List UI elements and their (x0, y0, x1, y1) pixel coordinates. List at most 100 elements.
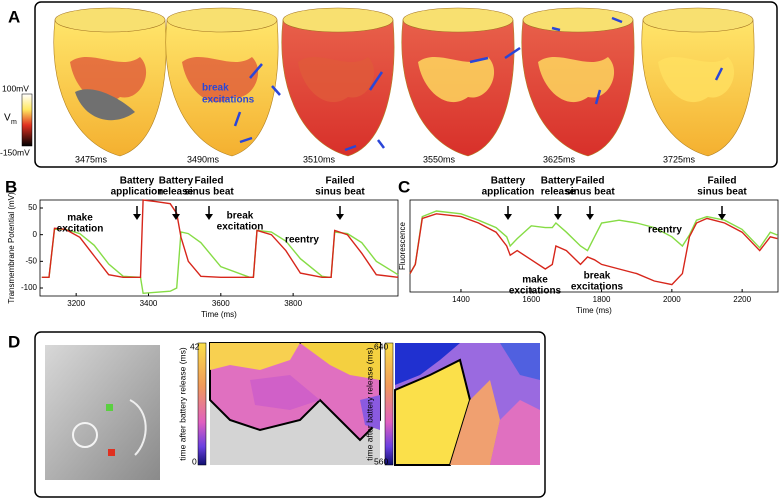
heart-pattern (418, 57, 495, 103)
plot-frame (409, 199, 779, 293)
heart-top (402, 7, 514, 33)
map-region (490, 400, 540, 465)
arrow-head (205, 214, 213, 220)
heart-top (522, 7, 634, 33)
colorbar-label: time after battery release (ms) (364, 347, 374, 461)
x-tick-label: 3200 (67, 299, 85, 308)
arrow-head (718, 214, 726, 220)
x-tick-label: 3800 (284, 299, 302, 308)
annotation: Failed (576, 176, 605, 187)
y-tick-label: 50 (28, 203, 37, 212)
vessel (129, 399, 147, 456)
series-line (41, 199, 399, 278)
x-axis-label: Time (ms) (576, 306, 612, 315)
plot-frame (39, 199, 399, 297)
panel-label: A (8, 7, 20, 26)
annotation: Failed (326, 176, 355, 187)
colorbar-min: -150mV (0, 147, 30, 157)
annotation: Battery (491, 176, 526, 187)
time-label: 3550ms (423, 154, 456, 164)
arrow-head (172, 214, 180, 220)
annotation: excitation (217, 222, 264, 233)
colorbar-label: time after battery release (ms) (177, 347, 187, 461)
map-region (300, 343, 380, 380)
y-axis-label: Fluorescence (398, 221, 407, 270)
heart-pattern (75, 89, 135, 121)
x-tick-label: 1600 (522, 295, 540, 304)
annotation: excitations (202, 95, 255, 106)
arrow-head (336, 214, 344, 220)
map-region (500, 343, 540, 380)
annotation: make (67, 213, 93, 224)
heart-pattern (658, 57, 735, 103)
annotation: make (522, 275, 548, 286)
annotation: sinus beat (565, 187, 615, 198)
heart (521, 7, 635, 157)
x-tick-label: 1400 (452, 295, 470, 304)
y-axis-label: Transmembrane Potential (mV) (7, 192, 16, 304)
annotation: excitations (509, 286, 562, 297)
annotation: break (202, 83, 229, 94)
time-label: 3475ms (75, 154, 108, 164)
arrow-head (586, 214, 594, 220)
arrows (233, 16, 724, 152)
annotation: excitation (57, 224, 104, 235)
heart-top (642, 7, 754, 33)
heart-pattern (182, 57, 259, 103)
heart (165, 7, 279, 157)
annotation: Battery (541, 176, 576, 187)
heart (401, 7, 515, 157)
panel-frame (34, 1, 778, 168)
panel-label: C (398, 177, 410, 196)
annotation: Failed (195, 176, 224, 187)
heart-top (166, 7, 278, 33)
time-label: 3510ms (303, 154, 336, 164)
y-tick-label: -50 (25, 256, 37, 265)
series-line (409, 210, 778, 274)
annotation: sinus beat (315, 187, 365, 198)
x-tick-label: 2000 (663, 295, 681, 304)
vessel (72, 422, 98, 448)
arrow-head (133, 214, 141, 220)
panel-label: B (5, 177, 17, 196)
colorbar-name-sub: m (11, 119, 17, 126)
colorbar-max: 640 (374, 341, 388, 351)
y-tick-label: -100 (21, 283, 38, 292)
colorbar-min: 0 (192, 456, 197, 466)
x-tick-label: 3600 (212, 299, 230, 308)
arrow-head (504, 214, 512, 220)
time-label: 3490ms (187, 154, 220, 164)
annotation: release (541, 187, 576, 198)
colorbar-max: 42 (190, 341, 200, 351)
x-tick-label: 3400 (140, 299, 158, 308)
annotation: sinus beat (697, 187, 747, 198)
map-region (450, 380, 500, 465)
annotation: reentry (285, 235, 319, 246)
map-region (395, 343, 460, 385)
charts: B Time (ms) Transmembrane Potential (mV) 32… (5, 176, 779, 319)
time-label: 3725ms (663, 154, 696, 164)
colorbar-max: 100mV (2, 83, 29, 93)
x-tick-label: 1800 (593, 295, 611, 304)
map-region (250, 375, 320, 410)
annotation: application (482, 187, 535, 198)
heart-top (282, 7, 394, 33)
x-tick-label: 2200 (733, 295, 751, 304)
annotation: Battery (159, 176, 194, 187)
annotation: release (159, 187, 194, 198)
hearts: 3475ms 3490ms 3510ms 3550ms 3625ms 3725ms (53, 7, 755, 164)
annotation: break (584, 271, 611, 282)
red-marker (108, 449, 115, 456)
annotation: application (111, 187, 164, 198)
colorbar (197, 342, 207, 466)
heart-pattern (298, 57, 375, 103)
map-region (360, 395, 380, 430)
colorbar (384, 342, 394, 466)
camera-image (45, 345, 160, 480)
green-marker (106, 404, 113, 411)
time-label: 3625ms (543, 154, 576, 164)
heart (281, 7, 395, 157)
series-line (41, 228, 399, 295)
panel-frame (34, 331, 546, 498)
